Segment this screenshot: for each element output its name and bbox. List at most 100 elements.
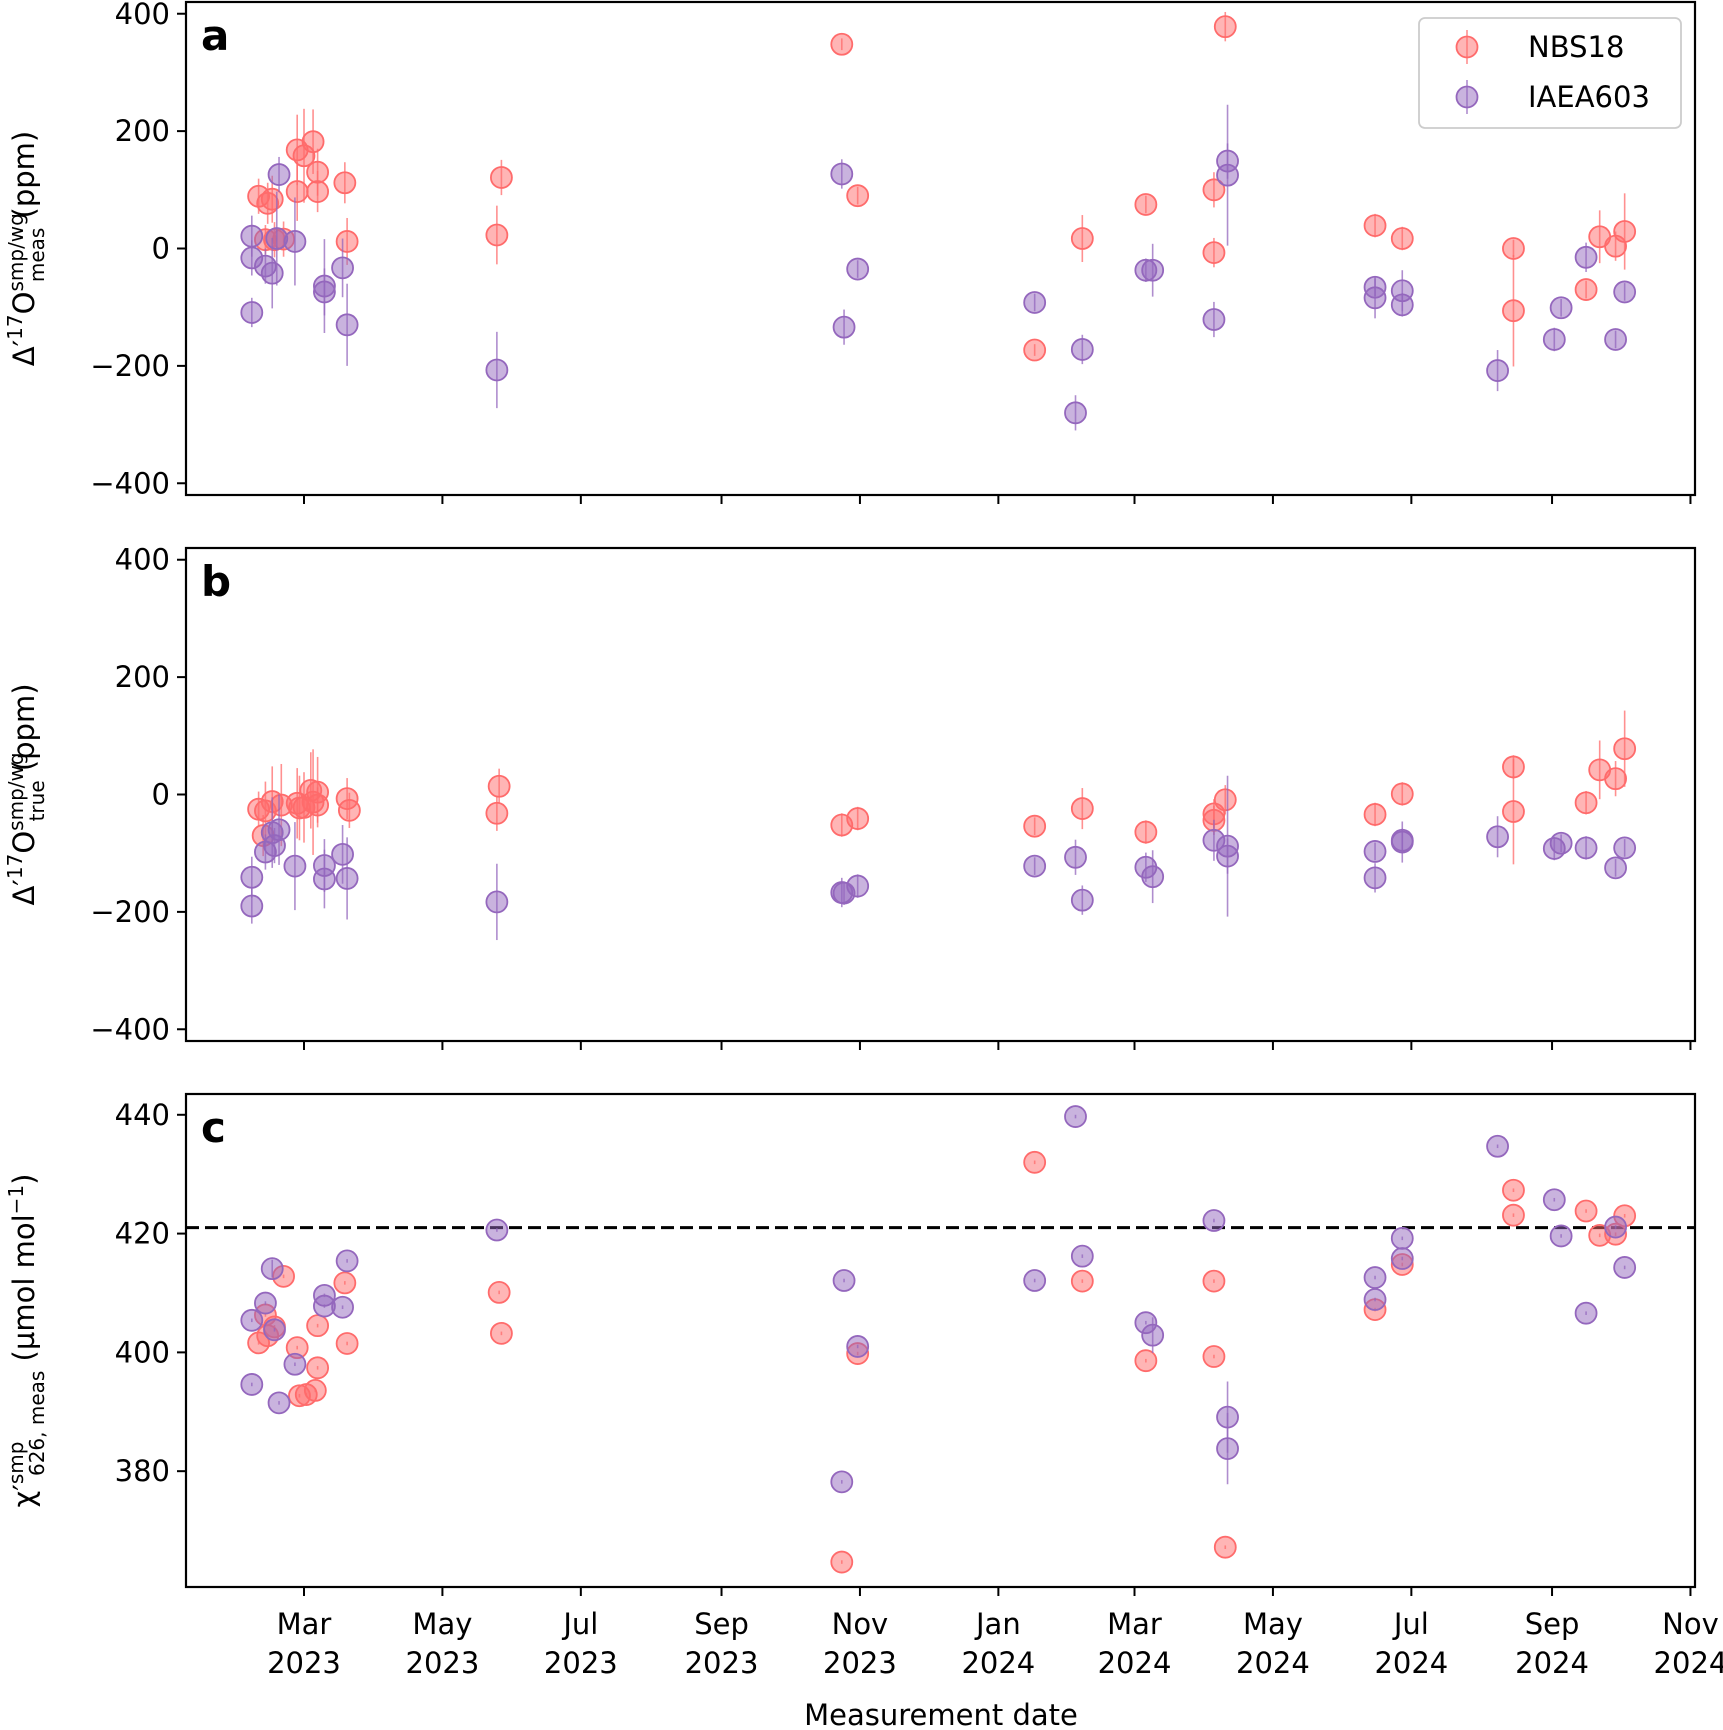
data-point (832, 315, 856, 339)
data-point (1486, 825, 1509, 849)
data-point (1549, 831, 1573, 855)
data-point (1134, 1349, 1158, 1373)
legend-label: NBS18 (1528, 30, 1624, 64)
series-nbs18 (247, 710, 1637, 865)
data-point (1070, 888, 1094, 912)
x-tick-year: 2024 (1236, 1646, 1310, 1680)
y-label-unit-end: ) (7, 1174, 41, 1185)
data-point (490, 166, 513, 189)
data-point (846, 807, 870, 830)
y-label-superscript: smp/wg (4, 752, 28, 830)
data-point (1070, 338, 1094, 361)
x-tick-month: Mar (1107, 1607, 1162, 1641)
x-tick-month: May (1243, 1607, 1303, 1641)
data-point (1216, 149, 1239, 173)
data-point (331, 1295, 354, 1319)
series-iaea603 (240, 104, 1637, 431)
data-point (1134, 193, 1158, 216)
y-axis-label: Δ′17Osmp/wgmeas (ppm) (3, 131, 49, 367)
x-tick-month: Sep (1525, 1607, 1580, 1641)
data-point (830, 1550, 854, 1574)
y-tick-label: 440 (115, 1098, 170, 1132)
legend-marker (1455, 85, 1479, 109)
data-point (1023, 854, 1047, 878)
y-tick-label: 400 (115, 543, 170, 577)
x-tick-month: Nov (832, 1607, 889, 1641)
data-point (267, 163, 291, 186)
y-tick-label: 400 (115, 1335, 170, 1369)
data-point (240, 1373, 264, 1396)
panel-c: 380 400 420 440 Mar 2023 May 2023 Jul 2023 Sep 2023… (4, 1092, 1723, 1680)
data-point (485, 890, 509, 914)
y-axis-label: χ′smp626, meas (µmol mol−1) (4, 1174, 49, 1508)
data-point (1064, 401, 1087, 425)
data-point (283, 1352, 307, 1376)
y-label-unit: (ppm) (7, 683, 41, 780)
series-iaea603 (240, 775, 1637, 941)
legend-marker (1455, 35, 1479, 59)
data-point (1202, 1345, 1226, 1368)
x-tick-month: May (412, 1607, 472, 1641)
data-point (301, 130, 325, 154)
data-point (485, 223, 509, 247)
data-point (260, 261, 284, 285)
y-tick-label: −400 (90, 1012, 170, 1046)
data-point (335, 313, 359, 337)
data-point (267, 1391, 291, 1415)
data-point (1486, 1134, 1509, 1158)
data-point (1363, 803, 1387, 826)
y-label-unit: (µmol mol (7, 1214, 41, 1370)
data-point (1604, 767, 1627, 791)
y-label-subscript: meas (25, 228, 49, 282)
data-point (1141, 865, 1165, 889)
data-point (485, 801, 509, 825)
data-point (1213, 15, 1237, 39)
x-tick-month: Nov (1662, 1607, 1719, 1641)
y-label-subscript: true (25, 780, 49, 821)
data-point (485, 358, 509, 382)
data-point (830, 162, 854, 186)
data-point (1542, 328, 1566, 351)
panel-a: −400 −200 0 200 400 a Δ′17Osmp/wgmeas (ppm) NBS… (3, 0, 1697, 504)
data-point (1574, 278, 1598, 301)
panel-b: −400 −200 0 200 400 b Δ′17Osmp/wgtrue (ppm) (3, 543, 1697, 1050)
data-point (1070, 1269, 1094, 1293)
data-point (487, 774, 511, 798)
series-nbs18 (247, 1150, 1637, 1574)
data-point (263, 1318, 286, 1342)
data-point (1574, 791, 1598, 815)
y-tick-label: −400 (90, 466, 170, 500)
data-point (1134, 820, 1158, 844)
data-point (1613, 220, 1637, 243)
data-point (240, 894, 264, 918)
data-point (1023, 814, 1047, 838)
y-tick-label: 0 (152, 778, 170, 812)
data-point (333, 171, 357, 195)
data-point (1141, 258, 1165, 282)
data-point (1363, 214, 1387, 238)
y-label-prefix: χ′ (7, 1484, 41, 1507)
data-point (1549, 1224, 1573, 1248)
data-point (1202, 308, 1226, 331)
data-point (1213, 788, 1237, 812)
legend-label: IAEA603 (1528, 80, 1650, 114)
legend: NBS18 IAEA603 (1418, 17, 1682, 129)
data-point (303, 1378, 327, 1402)
y-tick-label: 200 (115, 114, 170, 148)
data-point (1613, 836, 1637, 860)
y-axis-label: Δ′17Osmp/wgtrue (ppm) (3, 683, 49, 905)
data-point (1070, 797, 1094, 820)
data-point (1213, 1535, 1237, 1559)
y-tick-label: 0 (152, 232, 170, 266)
data-point (1064, 845, 1087, 869)
data-point (335, 867, 359, 890)
x-tick-year: 2023 (406, 1646, 480, 1680)
data-point (1023, 291, 1047, 314)
y-tick-label: −200 (90, 349, 170, 383)
data-point (283, 854, 307, 878)
data-point (254, 1291, 277, 1315)
legend-box (1418, 17, 1682, 129)
data-point (1202, 1269, 1226, 1293)
x-tick-month: Sep (694, 1607, 749, 1641)
